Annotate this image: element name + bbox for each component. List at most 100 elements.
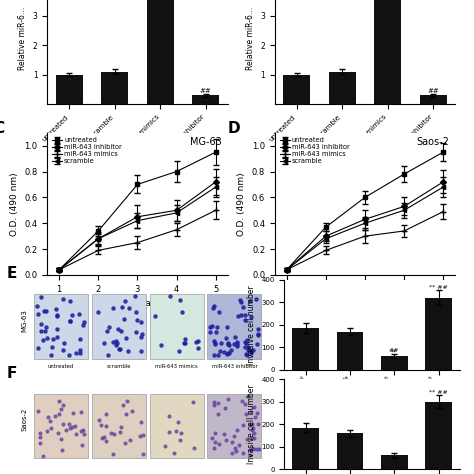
- Point: [226, 341, 233, 348]
- Point: [239, 449, 246, 457]
- Text: ** ##: ** ##: [429, 390, 448, 395]
- Point: [172, 428, 179, 435]
- Point: [108, 429, 115, 437]
- Point: [117, 423, 125, 431]
- Bar: [283, 75, 310, 104]
- Point: [114, 339, 121, 347]
- Point: [176, 436, 183, 444]
- Point: [72, 431, 80, 438]
- X-axis label: Time (days): Time (days): [111, 299, 164, 308]
- Y-axis label: Relative miR-6…: Relative miR-6…: [246, 6, 255, 70]
- Point: [174, 419, 182, 426]
- Bar: [101, 72, 128, 104]
- Text: E: E: [7, 266, 17, 281]
- Bar: [337, 433, 363, 469]
- Point: [103, 328, 111, 335]
- Point: [249, 426, 256, 434]
- Point: [104, 352, 112, 359]
- Point: [60, 420, 67, 428]
- Point: [243, 435, 251, 443]
- Point: [118, 327, 125, 335]
- Point: [76, 335, 83, 343]
- Point: [53, 311, 61, 319]
- Point: [182, 339, 189, 346]
- Bar: [34, 393, 88, 458]
- Point: [211, 429, 219, 437]
- Text: ** ##: ** ##: [429, 285, 448, 290]
- Point: [194, 344, 201, 351]
- Text: scramble: scramble: [107, 365, 131, 369]
- Point: [194, 337, 201, 345]
- Point: [165, 428, 173, 436]
- Point: [214, 399, 222, 407]
- Point: [253, 295, 260, 303]
- Point: [65, 420, 73, 428]
- Point: [60, 340, 68, 347]
- Point: [176, 296, 184, 304]
- Point: [222, 334, 230, 342]
- Text: ##: ##: [200, 88, 211, 94]
- Y-axis label: O.D. (490 nm): O.D. (490 nm): [237, 172, 246, 236]
- Bar: [207, 393, 261, 458]
- Point: [133, 328, 140, 336]
- Point: [206, 323, 214, 330]
- Text: **: **: [430, 96, 437, 102]
- Bar: [425, 402, 452, 469]
- Legend: untreated, miR-643 inhibitor, miR-643 mimics, scramble: untreated, miR-643 inhibitor, miR-643 mi…: [278, 136, 351, 166]
- Point: [221, 404, 229, 412]
- Point: [34, 407, 42, 415]
- Point: [241, 338, 249, 346]
- Point: [249, 346, 257, 354]
- Point: [179, 309, 186, 316]
- Point: [233, 338, 240, 346]
- Point: [171, 449, 178, 456]
- Point: [216, 440, 223, 447]
- Point: [77, 427, 85, 435]
- Text: Saos-2: Saos-2: [21, 408, 27, 431]
- Point: [36, 429, 44, 437]
- Point: [128, 407, 136, 415]
- Point: [80, 321, 87, 329]
- Point: [237, 298, 245, 306]
- Point: [212, 328, 219, 336]
- Point: [244, 343, 252, 351]
- Point: [42, 307, 49, 315]
- Point: [237, 311, 245, 319]
- Text: F: F: [7, 366, 17, 381]
- Point: [55, 397, 63, 405]
- Text: untreated: untreated: [48, 365, 74, 369]
- Text: MG-63: MG-63: [21, 309, 27, 332]
- Point: [51, 412, 59, 420]
- Point: [71, 422, 79, 430]
- Point: [79, 426, 87, 434]
- Point: [59, 401, 67, 409]
- Point: [34, 345, 42, 352]
- Point: [137, 318, 145, 326]
- Point: [255, 325, 262, 332]
- Point: [230, 340, 238, 348]
- Point: [116, 428, 124, 436]
- Point: [41, 328, 49, 335]
- Point: [242, 339, 250, 347]
- Point: [244, 352, 251, 359]
- Point: [68, 311, 76, 319]
- Point: [62, 427, 70, 434]
- Text: **: **: [202, 96, 209, 102]
- Point: [210, 302, 218, 310]
- Point: [250, 434, 258, 442]
- Point: [192, 338, 200, 346]
- Point: [124, 347, 132, 355]
- Point: [244, 337, 251, 344]
- Point: [112, 341, 119, 349]
- Point: [112, 337, 120, 345]
- Point: [210, 351, 218, 359]
- Point: [57, 435, 65, 443]
- Point: [239, 303, 247, 311]
- Point: [44, 414, 52, 421]
- Point: [109, 338, 117, 346]
- Point: [251, 445, 258, 453]
- Point: [255, 445, 263, 453]
- Point: [43, 323, 50, 330]
- Point: [65, 351, 73, 359]
- Point: [161, 442, 169, 449]
